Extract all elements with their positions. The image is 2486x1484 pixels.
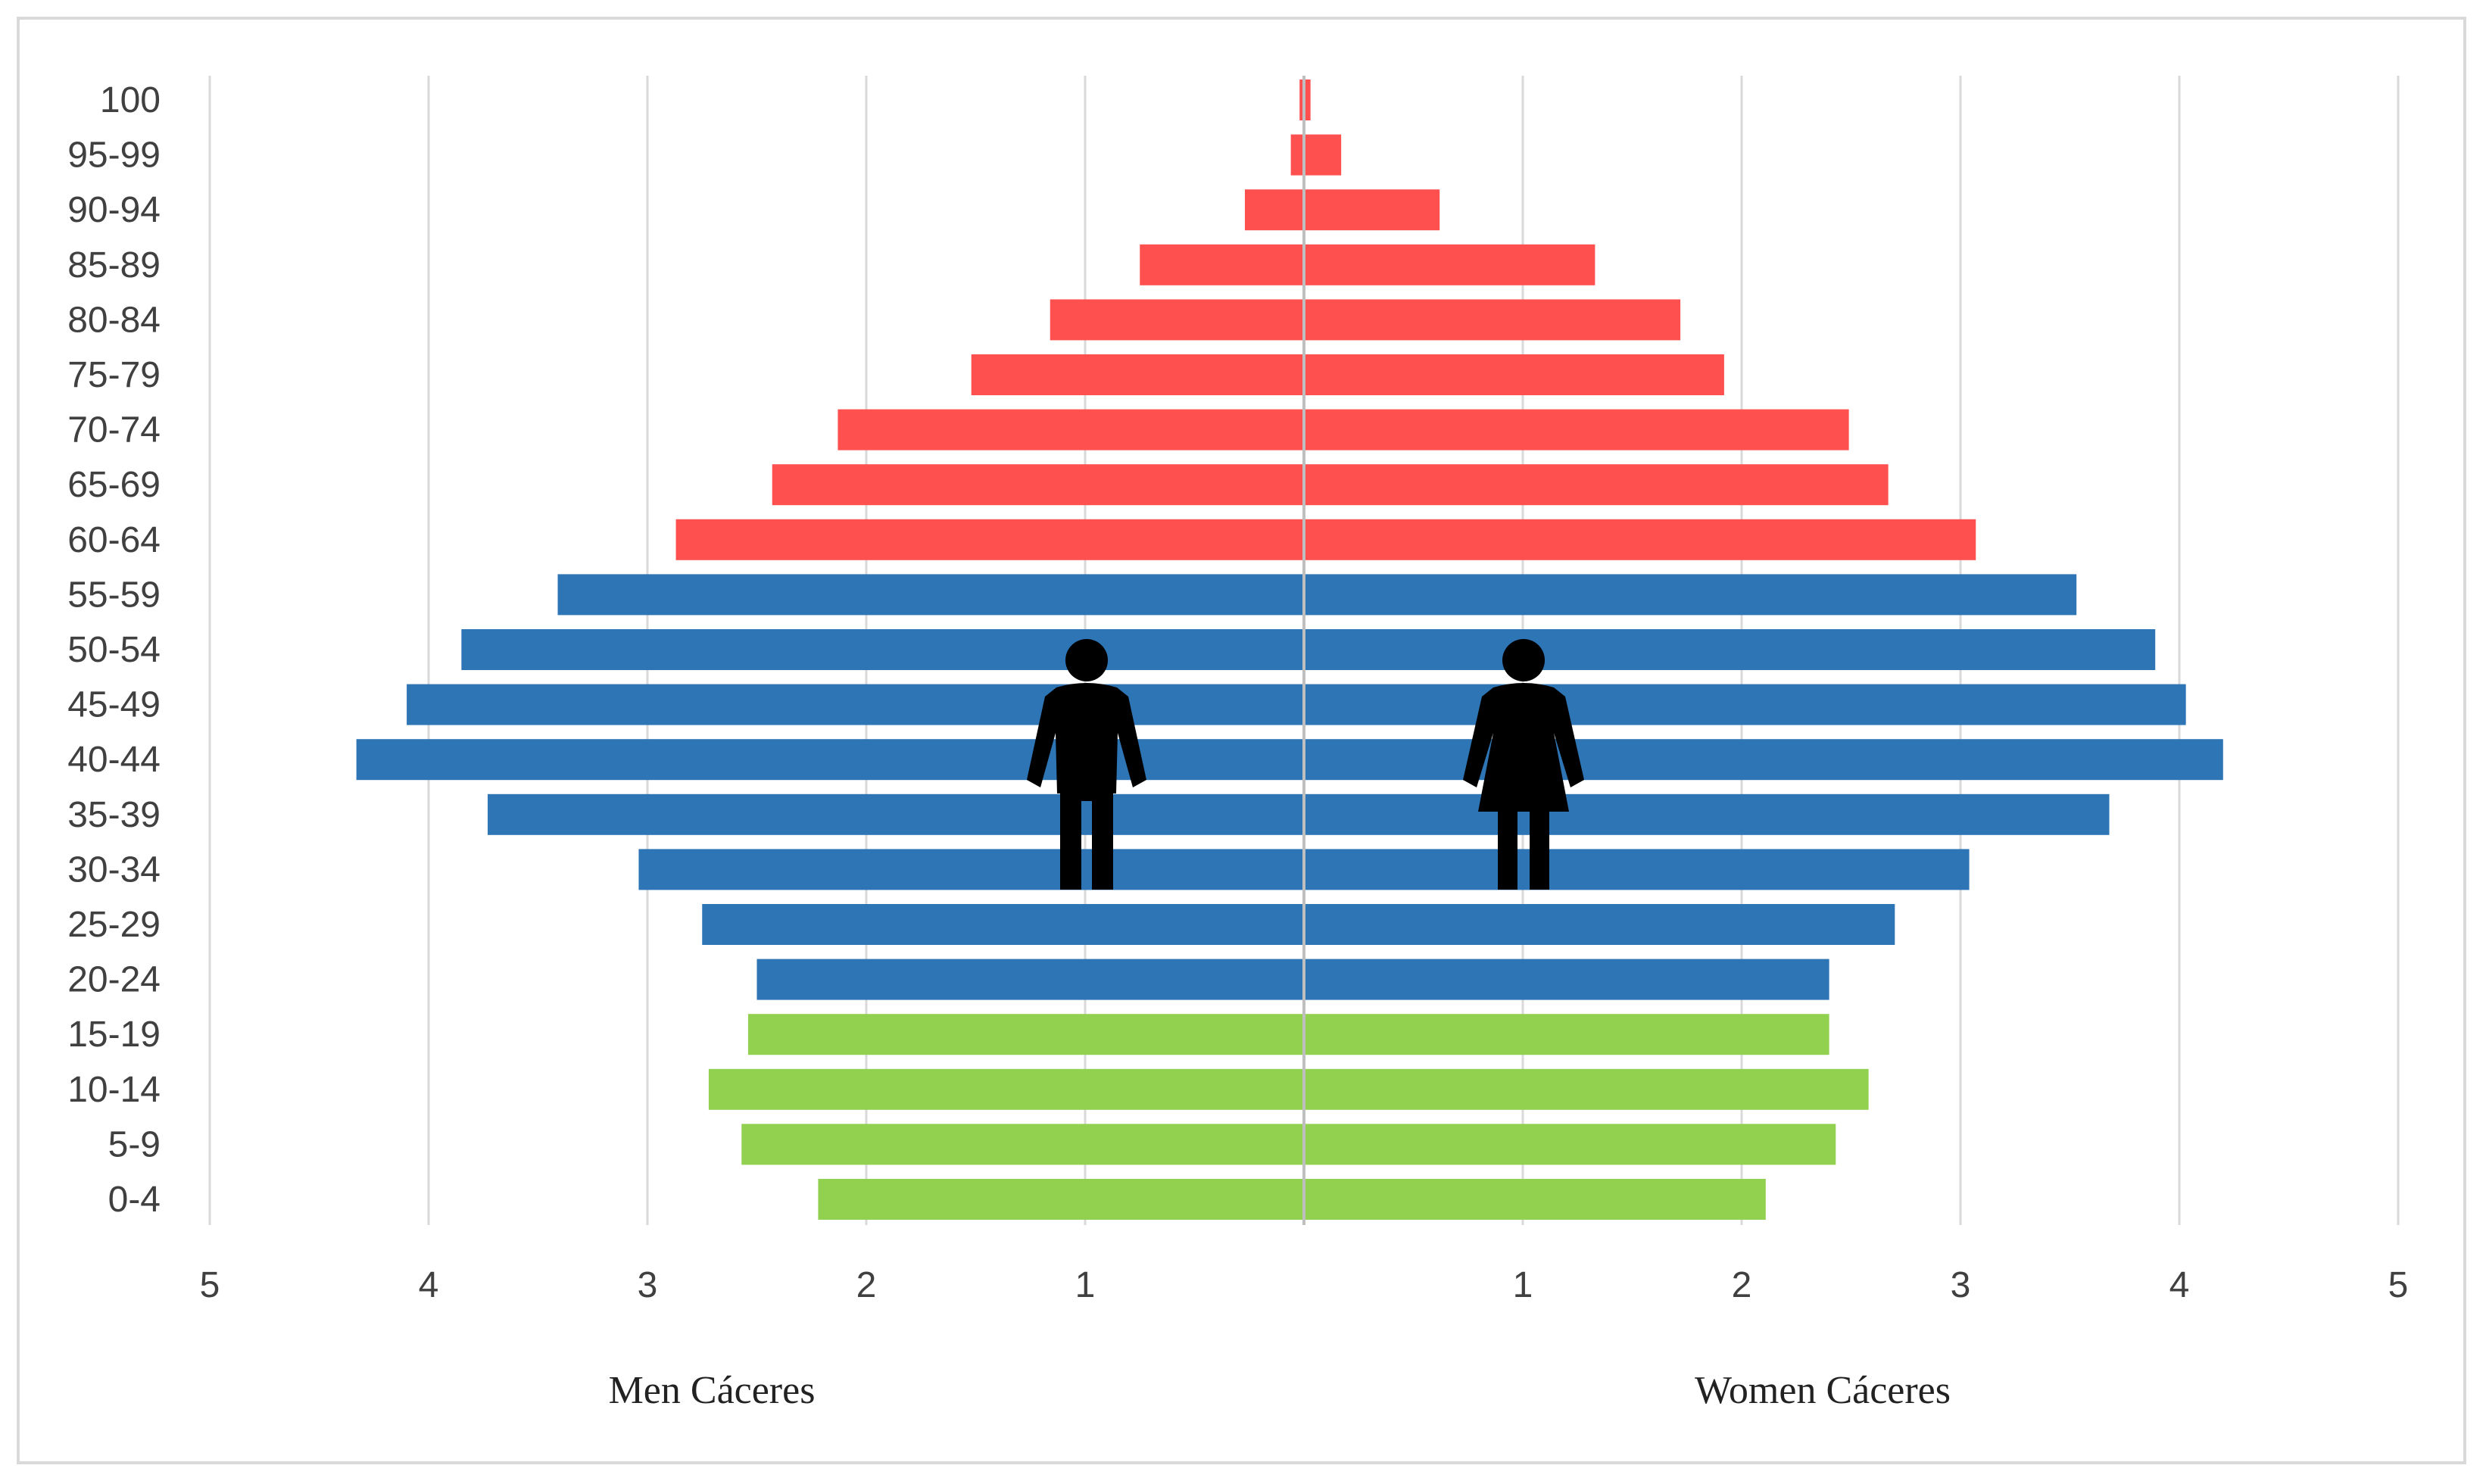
bars-group bbox=[356, 80, 2223, 1220]
bar-women bbox=[1304, 1124, 1836, 1165]
category-label: 10-14 bbox=[67, 1070, 161, 1110]
category-label: 95-99 bbox=[67, 136, 161, 176]
x-tick-label: 2 bbox=[1732, 1265, 1752, 1305]
bar-men bbox=[818, 1179, 1304, 1220]
category-label: 0-4 bbox=[108, 1180, 161, 1220]
category-label: 55-59 bbox=[67, 575, 161, 615]
bar-women bbox=[1304, 739, 2223, 781]
bar-women bbox=[1304, 80, 1311, 120]
x-tick-label: 5 bbox=[2388, 1265, 2409, 1305]
bar-men bbox=[702, 904, 1304, 945]
bar-women bbox=[1304, 519, 1976, 560]
bar-men bbox=[557, 574, 1304, 616]
category-label: 65-69 bbox=[67, 465, 161, 505]
category-label: 80-84 bbox=[67, 300, 161, 340]
bar-women bbox=[1304, 1014, 1829, 1055]
category-label: 60-64 bbox=[67, 520, 161, 560]
category-label: 100 bbox=[100, 80, 161, 120]
bar-women bbox=[1304, 354, 1724, 395]
bar-men bbox=[1050, 299, 1304, 341]
bar-men bbox=[1140, 244, 1304, 285]
bar-women bbox=[1304, 409, 1849, 450]
bar-men bbox=[407, 684, 1304, 725]
category-label: 30-34 bbox=[67, 850, 161, 890]
men-label: Men Cáceres bbox=[609, 1369, 816, 1412]
bar-women bbox=[1304, 629, 2156, 670]
bar-men bbox=[461, 629, 1304, 670]
category-label: 85-89 bbox=[67, 245, 161, 285]
category-label: 45-49 bbox=[67, 685, 161, 725]
category-label: 15-19 bbox=[67, 1015, 161, 1055]
category-labels: 100 95-99 90-94 85-89 80-84 75-79 70-74 65-69 60… bbox=[67, 80, 161, 1220]
bar-women bbox=[1304, 1179, 1766, 1220]
bar-men bbox=[838, 409, 1304, 450]
x-tick-label: 3 bbox=[1951, 1265, 1971, 1305]
x-tick-label: 1 bbox=[1513, 1265, 1533, 1305]
x-tick-label: 2 bbox=[856, 1265, 877, 1305]
bar-men bbox=[756, 959, 1304, 1000]
x-tick-label: 4 bbox=[2169, 1265, 2190, 1305]
category-label: 20-24 bbox=[67, 960, 161, 1000]
bar-women bbox=[1304, 1068, 1869, 1110]
man-icon bbox=[1027, 639, 1146, 890]
bar-men bbox=[675, 519, 1304, 560]
bar-men bbox=[708, 1068, 1304, 1110]
bar-women bbox=[1304, 244, 1595, 285]
bar-women bbox=[1304, 299, 1681, 341]
bar-men bbox=[356, 739, 1304, 781]
bar-men bbox=[1290, 134, 1304, 176]
bar-women bbox=[1304, 849, 1970, 890]
bar-men bbox=[741, 1124, 1304, 1165]
category-label: 35-39 bbox=[67, 795, 161, 835]
bar-men bbox=[772, 464, 1304, 506]
bar-men bbox=[638, 849, 1304, 890]
category-label: 70-74 bbox=[67, 410, 161, 450]
bar-men bbox=[747, 1014, 1304, 1055]
x-tick-label: 5 bbox=[200, 1265, 220, 1305]
x-tick-label: 1 bbox=[1075, 1265, 1096, 1305]
category-label: 25-29 bbox=[67, 905, 161, 945]
bar-women bbox=[1304, 134, 1342, 176]
category-label: 75-79 bbox=[67, 355, 161, 395]
bar-women bbox=[1304, 574, 2077, 616]
x-tick-labels: 5 4 3 2 1 1 2 3 4 5 bbox=[200, 1265, 2409, 1305]
bar-women bbox=[1304, 959, 1829, 1000]
bar-men bbox=[1244, 189, 1304, 231]
category-label: 5-9 bbox=[108, 1124, 161, 1164]
category-label: 50-54 bbox=[67, 630, 161, 670]
x-tick-label: 4 bbox=[419, 1265, 439, 1305]
bar-women bbox=[1304, 189, 1440, 231]
women-label: Women Cáceres bbox=[1695, 1369, 1951, 1412]
bar-men bbox=[971, 354, 1304, 395]
woman-icon bbox=[1463, 639, 1584, 890]
x-tick-label: 3 bbox=[638, 1265, 658, 1305]
bar-women bbox=[1304, 793, 2110, 835]
bar-men bbox=[488, 793, 1304, 835]
bar-men bbox=[1299, 80, 1304, 120]
category-label: 40-44 bbox=[67, 740, 161, 780]
bar-women bbox=[1304, 904, 1895, 945]
bar-women bbox=[1304, 464, 1889, 506]
bar-women bbox=[1304, 684, 2186, 725]
category-label: 90-94 bbox=[67, 190, 161, 230]
